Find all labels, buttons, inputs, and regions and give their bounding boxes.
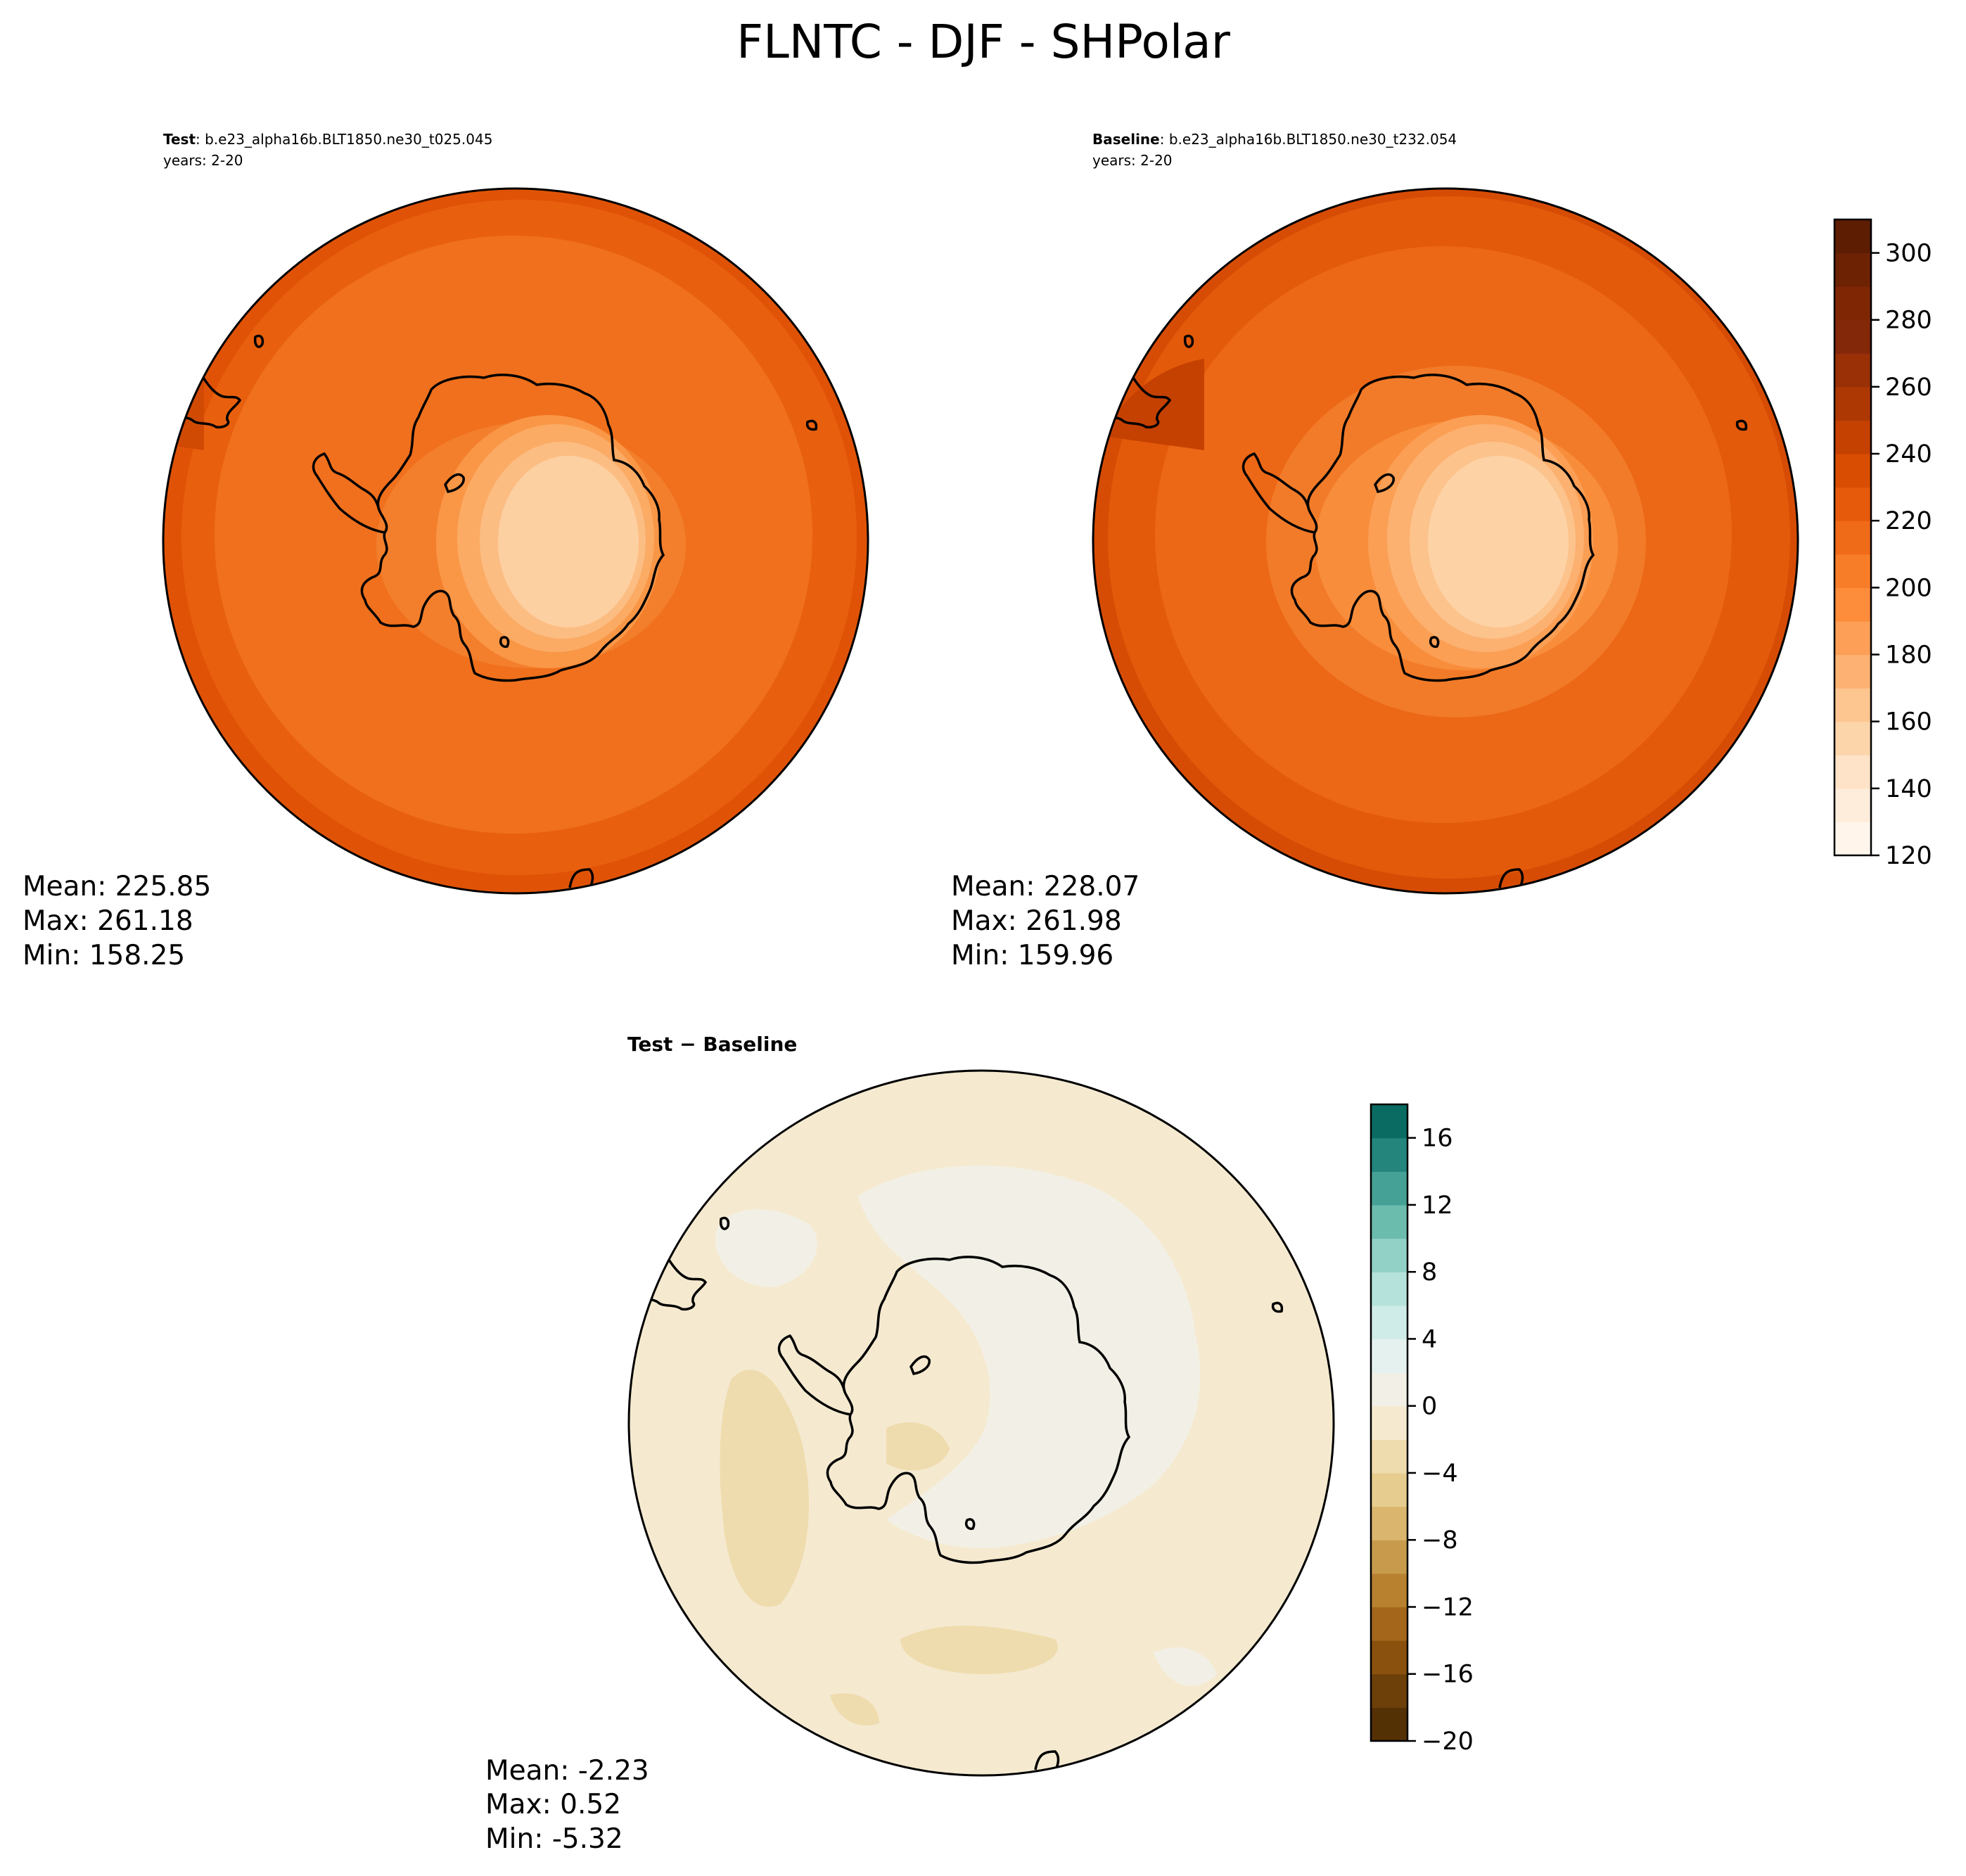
panel-test-min: Min: 158.25 (23, 940, 185, 971)
panel-test-header: Test: b.e23_alpha16b.BLT1850.ne30_t025.0… (163, 131, 492, 148)
panel-baseline-label-bold: Baseline (1092, 131, 1160, 148)
map-baseline-boundary (1092, 187, 1799, 895)
colorbar-diff-band (1371, 1540, 1408, 1574)
colorbar-diff-band (1371, 1506, 1408, 1540)
colorbar-main-band (1834, 253, 1871, 287)
colorbar-main-band (1834, 654, 1871, 689)
colorbar-main-band (1834, 755, 1871, 789)
panel-test-mean: Mean: 225.85 (23, 871, 211, 902)
colorbar-diff-band (1371, 1171, 1408, 1206)
panel-difference-label-bold: Test − Baseline (627, 1033, 797, 1056)
colorbar-main-tick-label: 120 (1885, 842, 1932, 870)
panel-test-label-rest: : b.e23_alpha16b.BLT1850.ne30_t025.045 (196, 131, 492, 148)
colorbar-main-tick-label: 220 (1885, 507, 1932, 535)
colorbar-diff-tick-label: 0 (1422, 1393, 1437, 1421)
panel-test-max: Max: 261.18 (23, 905, 193, 937)
colorbar-main-band (1834, 487, 1871, 521)
colorbar-main-band (1834, 822, 1871, 856)
colorbar-diff-band (1371, 1339, 1408, 1373)
colorbar-diff-band (1371, 1137, 1408, 1172)
colorbar-diff-band (1371, 1104, 1408, 1139)
panel-baseline-mean: Mean: 228.07 (951, 871, 1140, 902)
colorbar-main-band (1834, 420, 1871, 454)
colorbar-diff-band (1371, 1272, 1408, 1306)
colorbar-main-band (1834, 521, 1871, 555)
panel-difference-header: Test − Baseline (627, 1033, 797, 1056)
panel-baseline-max: Max: 261.98 (951, 905, 1122, 937)
colorbar-diff-band (1371, 1673, 1408, 1708)
colorbar-main-tick-label: 300 (1885, 240, 1932, 268)
colorbar-diff-band (1371, 1573, 1408, 1608)
map-difference-boundary (627, 1069, 1335, 1777)
colorbar-main-band (1834, 386, 1871, 421)
colorbar-diff-tick-label: 16 (1422, 1125, 1453, 1153)
panel-difference-min: Min: -5.32 (485, 1823, 623, 1855)
colorbar-main-tick-label: 240 (1885, 440, 1932, 468)
panel-baseline: Baseline: b.e23_alpha16b.BLT1850.ne30_t2… (951, 131, 1799, 971)
colorbar-main-band (1834, 554, 1871, 588)
colorbar-diff-band (1371, 1204, 1408, 1239)
colorbar-main-band (1834, 319, 1871, 354)
panel-baseline-years: years: 2-20 (1092, 152, 1173, 169)
colorbar-main-tick-label: 200 (1885, 574, 1932, 602)
colorbar-diff: −20 −16 −12 −8 −4 0 4 8 12 16 (1370, 1103, 1474, 1756)
colorbar-diff-band (1371, 1707, 1408, 1742)
colorbar-diff-band (1371, 1640, 1408, 1675)
colorbar-main-tick-label: 260 (1885, 374, 1932, 402)
colorbar-diff-band (1371, 1472, 1408, 1507)
colorbar-main-band (1834, 286, 1871, 321)
colorbar-diff-band (1371, 1439, 1408, 1474)
colorbar-main-band (1834, 721, 1871, 755)
colorbar-diff-tick-label: −16 (1422, 1661, 1474, 1689)
colorbar-main-band (1834, 587, 1871, 622)
colorbar-main-band (1834, 788, 1871, 823)
map-baseline (1093, 189, 1798, 893)
colorbar-diff-tick-label: 12 (1422, 1192, 1453, 1220)
panel-test-years: years: 2-20 (163, 152, 243, 169)
map-test-boundary (162, 187, 869, 895)
panel-difference: Test − Baseline Mean: -2.23 Max: 0.52 Mi… (485, 1033, 1335, 1855)
colorbar-diff-tick-label: 8 (1422, 1258, 1437, 1287)
colorbar-diff-frame (1370, 1103, 1409, 1742)
colorbar-main-band (1834, 353, 1871, 388)
colorbar-diff-band (1371, 1238, 1408, 1272)
panel-test: Test: b.e23_alpha16b.BLT1850.ne30_t025.0… (23, 131, 869, 971)
panel-test-label-bold: Test (163, 131, 196, 148)
map-test (163, 189, 868, 893)
colorbar-diff-band (1371, 1372, 1408, 1407)
colorbar-diff-band (1371, 1305, 1408, 1340)
colorbar-diff-tick-label: −20 (1422, 1728, 1474, 1756)
colorbar-diff-tick-label: −8 (1422, 1526, 1458, 1555)
colorbar-main-tick-label: 160 (1885, 708, 1932, 736)
panel-difference-max: Max: 0.52 (485, 1789, 621, 1820)
colorbar-diff-tick-label: −12 (1422, 1593, 1474, 1621)
colorbar-main-band (1834, 620, 1871, 656)
colorbar-diff-band (1371, 1405, 1408, 1440)
colorbar-diff-tick-label: −4 (1422, 1460, 1458, 1488)
panel-baseline-header: Baseline: b.e23_alpha16b.BLT1850.ne30_t2… (1092, 131, 1457, 148)
panel-baseline-label-rest: : b.e23_alpha16b.BLT1850.ne30_t232.054 (1160, 131, 1457, 148)
colorbar-main-tick-label: 180 (1885, 642, 1932, 670)
colorbar-main-tick-label: 280 (1885, 307, 1932, 335)
colorbar-main: 120 140 160 180 200 220 240 260 280 300 (1833, 218, 1932, 870)
panel-difference-mean: Mean: -2.23 (485, 1755, 649, 1787)
colorbar-main-band (1834, 454, 1871, 488)
colorbar-diff-band (1371, 1607, 1408, 1641)
colorbar-main-band (1834, 688, 1871, 722)
colorbar-main-frame (1833, 218, 1872, 857)
figure-title: FLNTC - DJF - SHPolar (736, 15, 1231, 69)
map-difference (629, 1071, 1334, 1775)
colorbar-diff-tick-label: 4 (1422, 1325, 1437, 1353)
colorbar-main-tick-label: 140 (1885, 775, 1932, 803)
panel-baseline-min: Min: 159.96 (951, 940, 1113, 971)
colorbar-main-band (1834, 219, 1871, 254)
